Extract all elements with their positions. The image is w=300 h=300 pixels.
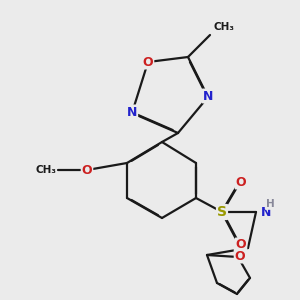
Text: O: O xyxy=(236,176,246,188)
Text: N: N xyxy=(127,106,137,118)
Text: CH₃: CH₃ xyxy=(35,165,56,175)
Text: O: O xyxy=(82,164,92,176)
Text: CH₃: CH₃ xyxy=(213,22,234,32)
Text: O: O xyxy=(143,56,153,68)
Text: N: N xyxy=(203,89,213,103)
Text: S: S xyxy=(217,205,227,219)
Text: H: H xyxy=(266,199,274,209)
Text: O: O xyxy=(235,250,245,262)
Text: N: N xyxy=(261,206,272,218)
Text: O: O xyxy=(236,238,246,251)
